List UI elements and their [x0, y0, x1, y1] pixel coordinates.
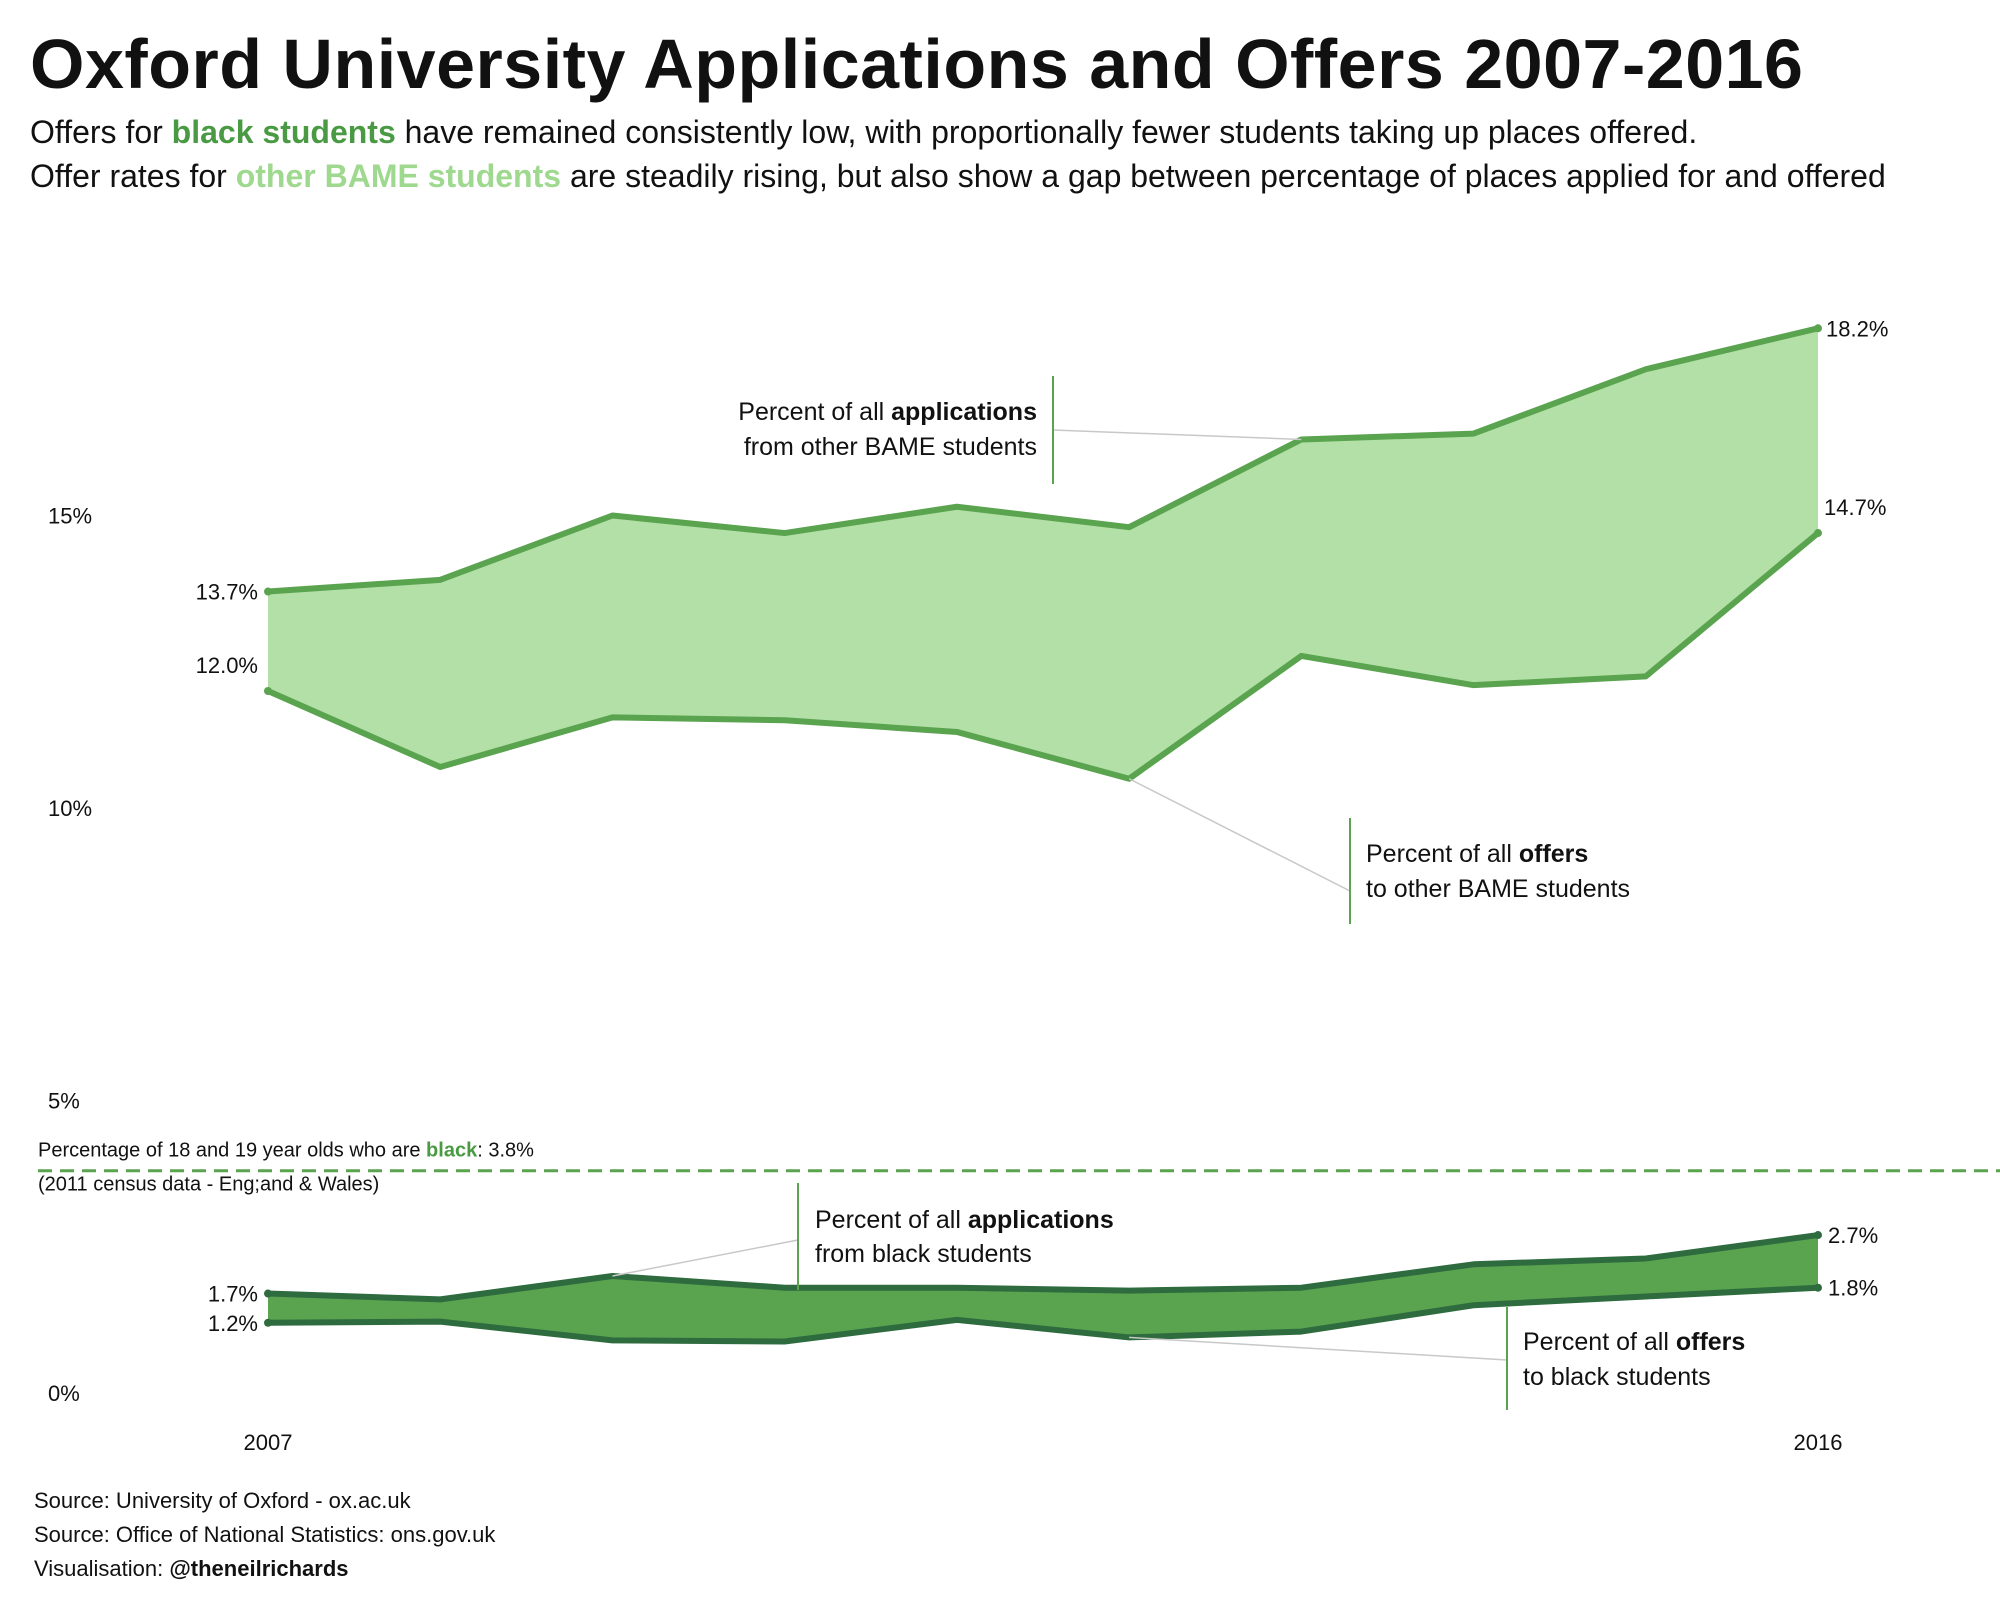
black-off-leader-line	[1129, 1336, 1508, 1361]
annotation-line1-pre: Percent of all	[738, 398, 891, 426]
footer-source-2: Source: Office of National Statistics: o…	[34, 1522, 496, 1547]
footer-vis-handle: @theneilrichards	[169, 1556, 349, 1581]
annotations: Percent of all applications from other BA…	[738, 376, 1745, 1410]
black-off-annotation-line2: to black students	[1523, 1363, 1711, 1391]
bame-off-annotation-line2: to other BAME students	[1366, 875, 1630, 903]
bame-applications-start-dot	[264, 587, 272, 596]
bame-off-end-label: 14.7%	[1824, 495, 1886, 520]
x-tick-label: 2016	[1794, 1430, 1843, 1455]
footer-vis-pre: Visualisation:	[34, 1556, 170, 1581]
bame-off-start-label: 12.0%	[196, 653, 258, 678]
series-lines	[264, 324, 1822, 1345]
black-applications-end-dot	[1814, 1231, 1822, 1240]
reference-line-label: Percentage of 18 and 19 year olds who ar…	[38, 1140, 534, 1162]
black-offers-line	[267, 1284, 1819, 1345]
black-app-leader-line	[612, 1239, 799, 1277]
y-tick-label: 10%	[48, 796, 92, 821]
axis-labels: 0% 5% 10% 15% 2007 2016	[48, 504, 1842, 1456]
bame-off-annotation-line1: Percent of all offers	[1366, 840, 1588, 868]
footer-visualisation: Visualisation: @theneilrichards	[34, 1556, 349, 1582]
subtitle-1-highlight: black students	[171, 114, 396, 150]
black-off-end-label: 1.8%	[1828, 1276, 1878, 1301]
subtitle-2-post: are steadily rising, but also show a gap…	[561, 158, 1886, 194]
annotation-leaders	[612, 429, 1508, 1361]
chart-subtitle-2: Offer rates for other BAME students are …	[30, 158, 1886, 195]
bame-offers-end-dot	[1814, 529, 1822, 538]
y-tick-label: 0%	[48, 1381, 80, 1406]
subtitle-1-post: have remained consistently low, with pro…	[395, 114, 1698, 150]
x-tick-label: 2007	[244, 1430, 293, 1455]
subtitle-1-pre: Offers for	[30, 114, 172, 150]
annotation-line1-pre: Percent of all	[1366, 840, 1519, 868]
bame-app-annotation-line1: Percent of all applications	[738, 398, 1037, 426]
annotation-line1-bold: applications	[968, 1206, 1114, 1234]
black-off-annotation-line1: Percent of all offers	[1523, 1328, 1745, 1356]
black-applications-line	[267, 1232, 1819, 1303]
bame-app-start-label: 13.7%	[196, 580, 258, 605]
bame-off-leader-line	[1128, 778, 1351, 892]
bame-offers-start-dot	[264, 687, 272, 695]
annotation-line1-pre: Percent of all	[815, 1206, 968, 1234]
annotation-line1-bold: offers	[1676, 1328, 1745, 1356]
bame-applications-end-dot	[1814, 324, 1822, 333]
reference-label-pre: Percentage of 18 and 19 year olds who ar…	[38, 1140, 426, 1162]
chart-subtitle-1: Offers for black students have remained …	[30, 114, 1697, 151]
reference-line-note: (2011 census data - Eng;and & Wales)	[38, 1174, 379, 1196]
reference-line-group: Percentage of 18 and 19 year olds who ar…	[38, 1140, 2000, 1196]
black-app-annotation-line1: Percent of all applications	[815, 1206, 1114, 1234]
black-applications-start-dot	[264, 1289, 272, 1298]
black-offers-start-dot	[264, 1318, 272, 1327]
chart-title: Oxford University Applications and Offer…	[30, 25, 1804, 103]
black-app-start-label: 1.7%	[208, 1282, 258, 1307]
black-offers-end-dot	[1814, 1283, 1822, 1292]
black-app-annotation-line2: from black students	[815, 1240, 1032, 1268]
black-app-end-label: 2.7%	[1828, 1223, 1878, 1248]
bame-app-leader-line	[1052, 429, 1302, 441]
annotation-line1-pre: Percent of all	[1523, 1328, 1676, 1356]
value-labels: 13.7% 18.2% 12.0% 14.7% 1.7% 2.7% 1.2% 1.8%	[196, 316, 1889, 1336]
bame-gap-area	[268, 328, 1818, 779]
subtitle-2-pre: Offer rates for	[30, 158, 236, 194]
black-gap-area	[268, 1235, 1818, 1342]
bame-applications-line	[267, 325, 1819, 595]
annotation-line1-bold: offers	[1519, 840, 1588, 868]
black-off-start-label: 1.2%	[208, 1311, 258, 1336]
reference-label-post: : 3.8%	[477, 1140, 534, 1162]
reference-label-highlight: black	[426, 1140, 478, 1162]
bame-app-annotation-line2: from other BAME students	[744, 433, 1037, 461]
annotation-line1-bold: applications	[891, 398, 1037, 426]
y-tick-label: 15%	[48, 504, 92, 529]
subtitle-2-highlight: other BAME students	[235, 158, 562, 194]
y-tick-label: 5%	[48, 1089, 80, 1114]
area-bands	[268, 328, 1818, 1342]
bame-app-end-label: 18.2%	[1826, 316, 1888, 341]
footer-source-1: Source: University of Oxford - ox.ac.uk	[34, 1488, 411, 1513]
bame-offers-line	[266, 530, 1820, 782]
